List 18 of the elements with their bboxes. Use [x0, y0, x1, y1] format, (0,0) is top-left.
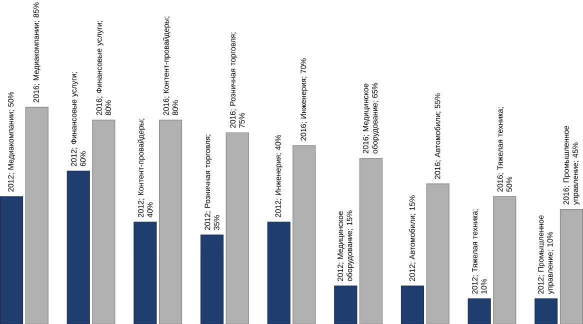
bar — [334, 285, 358, 324]
bar — [25, 106, 48, 324]
bar — [534, 298, 558, 324]
bar — [66, 170, 90, 324]
bar — [359, 158, 383, 324]
bar — [134, 222, 157, 324]
bar — [267, 222, 290, 324]
bar — [292, 144, 316, 324]
bar — [468, 298, 491, 324]
bar — [493, 196, 516, 324]
bar — [158, 119, 182, 324]
bar — [560, 208, 583, 324]
bar — [400, 285, 424, 324]
bar — [92, 119, 116, 324]
bar — [200, 234, 224, 324]
bar — [0, 196, 24, 324]
bar — [226, 132, 249, 324]
bar — [426, 183, 450, 324]
